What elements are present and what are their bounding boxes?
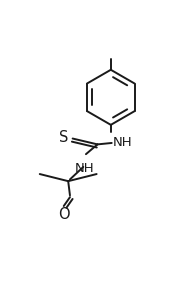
Text: NH: NH [113,136,132,150]
Text: NH: NH [75,162,95,175]
Text: O: O [58,208,70,222]
Text: S: S [59,130,68,145]
